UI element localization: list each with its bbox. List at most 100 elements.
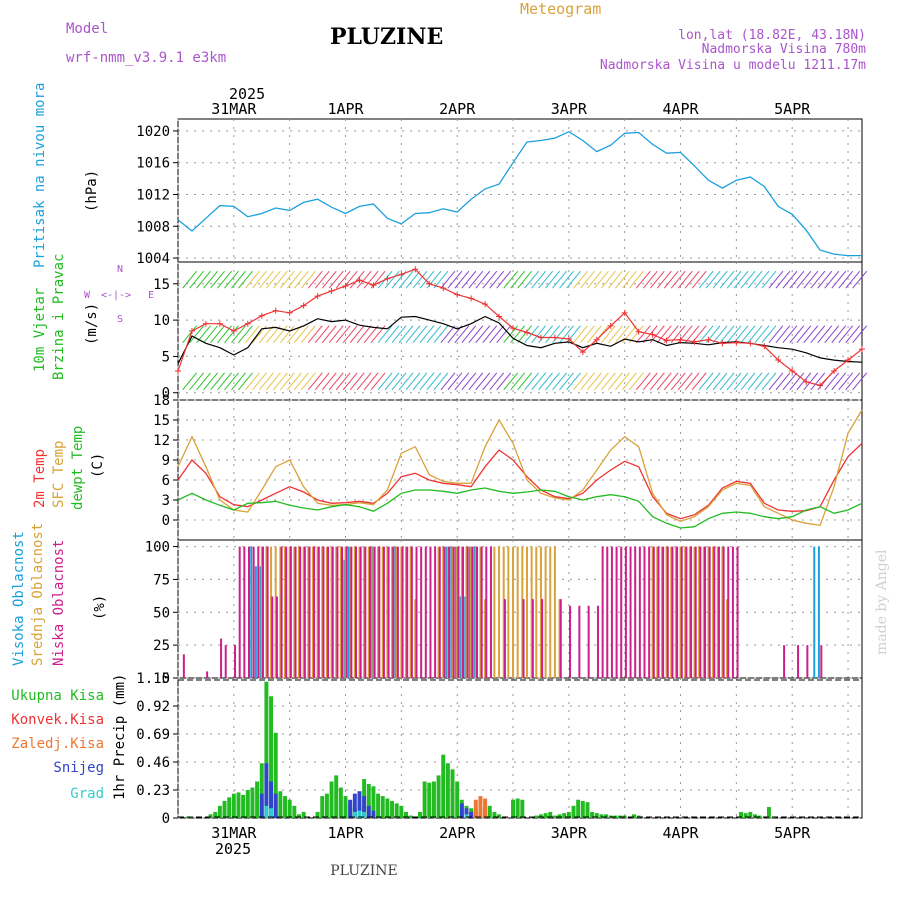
precip-bar-total <box>399 805 404 818</box>
wind-barb <box>747 325 763 343</box>
wind-barb <box>677 372 693 391</box>
precip-bar-hail <box>264 805 269 818</box>
precip-bar-total <box>548 811 553 818</box>
precip-bar-total <box>236 792 241 818</box>
wind-gust-marker <box>468 295 475 302</box>
wind-barb <box>831 372 847 391</box>
wind-barb <box>349 325 365 343</box>
wind-barb <box>587 372 602 391</box>
wind-gust-marker <box>440 285 447 292</box>
temp-unit: (C) <box>90 453 106 478</box>
wind-barb <box>266 270 281 289</box>
y-tick-label: 0.69 <box>136 727 170 743</box>
precip-bar-total <box>208 814 213 818</box>
precip-bar-total <box>520 799 525 818</box>
precip-bar-total <box>515 798 520 818</box>
y-tick-label: 1012 <box>136 187 170 203</box>
cloud-label-low: Niska Oblacnost <box>51 540 67 666</box>
wind-gust-marker <box>719 340 726 347</box>
precip-bar-snow <box>352 793 357 818</box>
wind-gust-marker <box>342 282 349 289</box>
wind-barb <box>754 270 770 289</box>
wind-barb <box>454 325 470 343</box>
wind-gust-marker <box>523 329 530 336</box>
temp-label-2m: 2m Temp <box>32 449 48 508</box>
precip-bar-total <box>255 781 260 818</box>
wind-barb <box>601 270 616 289</box>
wind-barb <box>552 270 567 289</box>
compass-w: W <box>84 290 91 301</box>
wind-gust-marker <box>454 291 461 298</box>
wind-barb <box>245 270 260 289</box>
precip-bar-total <box>329 781 334 818</box>
wind-barb <box>203 325 218 343</box>
wind-compass: N W E S <-|-> <box>84 264 154 325</box>
precip-bar-total <box>283 796 287 818</box>
wind-gust-marker <box>579 349 586 356</box>
precip-bar-snow <box>366 805 371 818</box>
wind-gust-marker <box>188 328 195 334</box>
wind-barb <box>238 270 253 289</box>
wind-barb <box>475 372 491 391</box>
precip-bar-snow <box>469 811 474 818</box>
wind-barb <box>259 270 274 289</box>
temp-2m-line <box>177 442 863 520</box>
wind-barb <box>545 270 560 289</box>
wind-barb <box>782 270 798 289</box>
wind-barb <box>189 325 205 343</box>
wind-gust-marker <box>775 357 782 364</box>
wind-barb <box>468 372 484 391</box>
legend-grad: Grad <box>70 786 104 802</box>
temp-label-sfc: SFC Temp <box>51 441 67 508</box>
y-tick-label: 1020 <box>136 124 170 140</box>
y-tick-label: 0 <box>162 386 170 402</box>
wind-gust-marker <box>677 336 684 343</box>
y-tick-label: 1.15 <box>136 671 170 687</box>
wind-barb <box>279 325 295 343</box>
wind-barb <box>615 270 630 289</box>
wind-gust-marker <box>705 336 712 343</box>
wind-barb <box>845 270 861 289</box>
wind-barb <box>559 372 574 391</box>
wind-barb <box>328 270 344 289</box>
wind-gust-marker <box>482 301 489 308</box>
precip-bar-total <box>390 800 395 818</box>
precip-unit: 1hr Precip (mm) <box>112 674 128 800</box>
precip-bar-total <box>632 814 636 818</box>
wind-barb <box>259 372 274 391</box>
wind-barb <box>210 270 225 289</box>
panel-frame-precipitation <box>177 677 863 819</box>
wind-barb <box>189 270 205 289</box>
precip-bar-total <box>748 811 753 818</box>
wind-barb <box>252 372 267 391</box>
cloud-label-mid: Srednja Oblacnost <box>30 523 46 666</box>
legend-zaledj: Zaledj.Kisa <box>11 736 104 752</box>
compass-arrows: <-|-> <box>101 290 131 301</box>
wind-barb <box>321 325 337 343</box>
wind-barb <box>852 372 868 391</box>
wind-barb <box>817 270 833 289</box>
temp-sfc-line <box>177 409 863 527</box>
wind-barb <box>684 325 700 343</box>
wind-barb <box>300 372 316 391</box>
wind-barb <box>398 270 414 289</box>
wind-barb <box>628 325 644 343</box>
wind-gust-marker <box>272 307 279 314</box>
wind-barb <box>698 372 714 391</box>
wind-barb <box>524 372 540 391</box>
wind-barb <box>461 325 477 343</box>
wind-barb <box>782 325 798 343</box>
precip-bar-total <box>562 813 567 818</box>
wind-barb <box>684 372 700 391</box>
wind-gust-marker <box>691 338 698 345</box>
wind-barb <box>733 270 749 289</box>
y-tick-label: 100 <box>145 540 170 556</box>
x-tick-label-bottom: 2APR <box>439 824 476 842</box>
wind-barb <box>719 325 735 343</box>
y-tick-label: 18 <box>153 393 170 409</box>
wind-barb <box>461 270 477 289</box>
wind-barb <box>447 372 463 391</box>
model-elevation: Nadmorska Visina u modelu 1211.17m <box>600 58 866 73</box>
wind-barb <box>517 325 533 343</box>
wind-barb <box>196 270 211 289</box>
